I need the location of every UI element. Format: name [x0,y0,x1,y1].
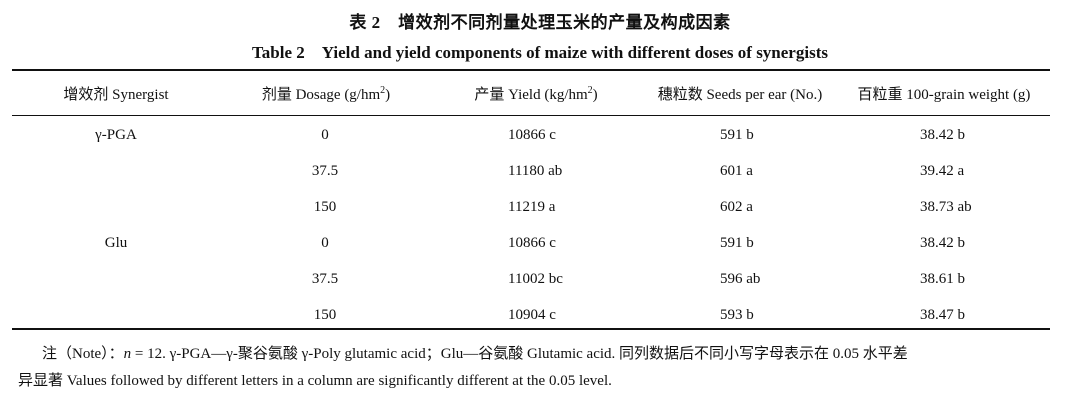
cell-seeds: 601 a [720,163,753,179]
cell-weight: 38.42 b [920,127,965,143]
cell-seeds: 591 b [720,127,754,143]
cell-synergist: γ-PGA [95,127,137,143]
header-rule [12,115,1050,116]
header-row: 增效剂 Synergist 剂量 Dosage (g/hm2) 产量 Yield… [0,83,1080,107]
cell-dosage: 0 [321,127,329,143]
header-weight: 百粒重 100-grain weight (g) [857,87,1031,103]
cell-weight: 38.47 b [920,307,965,323]
cell-seeds: 591 b [720,235,754,251]
table-row: 150 10904 c 593 b 38.47 b [0,307,1080,331]
cell-seeds: 593 b [720,307,754,323]
table-row: γ-PGA 0 10866 c 591 b 38.42 b [0,127,1080,151]
cell-yield: 11002 bc [508,271,563,287]
table-note-line1: 注（Note）：n = 12. γ-PGA—γ-聚谷氨酸 γ-Poly glut… [42,346,908,362]
cell-dosage: 0 [321,235,329,251]
cell-weight: 38.61 b [920,271,965,287]
table-title-cn: 表 2 增效剂不同剂量处理玉米的产量及构成因素 [349,13,731,32]
cell-dosage: 37.5 [311,271,339,287]
cell-weight: 38.42 b [920,235,965,251]
table-row: 37.5 11180 ab 601 a 39.42 a [0,163,1080,187]
table-title-en: Table 2 Yield and yield components of ma… [252,43,828,62]
table-row: 150 11219 a 602 a 38.73 ab [0,199,1080,223]
bottom-rule [12,328,1050,330]
cell-yield: 11180 ab [508,163,563,179]
cell-yield: 10904 c [508,307,556,323]
header-synergist: 增效剂 Synergist [63,87,169,103]
cell-synergist: Glu [104,235,128,251]
cell-dosage: 37.5 [311,163,339,179]
cell-yield: 10866 c [508,127,556,143]
table-note-line2: 异显著 Values followed by different letters… [18,373,612,389]
table-row: 37.5 11002 bc 596 ab 38.61 b [0,271,1080,295]
header-seeds: 穗粒数 Seeds per ear (No.) [657,87,823,103]
cell-dosage: 150 [313,307,337,323]
cell-seeds: 596 ab [720,271,761,287]
table-row: Glu 0 10866 c 591 b 38.42 b [0,235,1080,259]
header-dosage: 剂量 Dosage (g/hm2) [261,85,391,104]
header-yield: 产量 Yield (kg/hm2) [474,85,598,104]
cell-dosage: 150 [313,199,337,215]
cell-weight: 39.42 a [920,163,965,179]
cell-weight: 38.73 ab [920,199,972,215]
cell-yield: 11219 a [508,199,556,215]
top-rule [12,69,1050,71]
cell-yield: 10866 c [508,235,556,251]
cell-seeds: 602 a [720,199,753,215]
